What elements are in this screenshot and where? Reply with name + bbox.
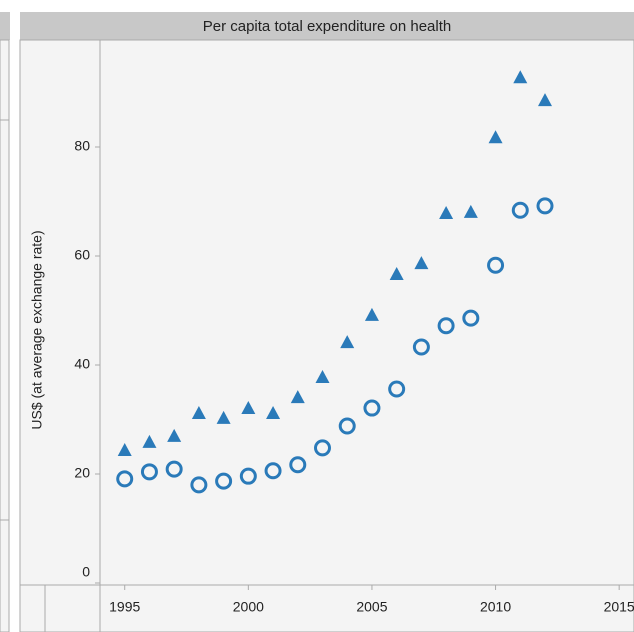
chart-title: Per capita total expenditure on health	[203, 18, 452, 35]
circle-point	[239, 467, 257, 485]
triangle-point	[488, 130, 503, 144]
triangle-point	[463, 204, 478, 218]
circle-point	[190, 476, 208, 494]
triangle-point	[414, 256, 429, 270]
triangle-point	[340, 335, 355, 349]
y-tick-label: 60	[74, 247, 90, 263]
circle-point	[165, 460, 183, 478]
side-panel	[0, 39, 10, 632]
triangle-point	[266, 405, 281, 419]
circle-point	[338, 417, 356, 435]
circle-point	[388, 380, 406, 398]
y-tick-label: 40	[74, 356, 90, 372]
triangle-point	[364, 307, 379, 321]
triangle-point	[241, 401, 256, 415]
circle-point	[140, 463, 158, 481]
circle-point	[264, 462, 282, 480]
circle-point	[487, 256, 505, 274]
triangle-point	[167, 428, 182, 442]
triangle-point	[389, 266, 404, 280]
circle-point	[536, 197, 554, 215]
title-bar	[20, 12, 634, 40]
circle-point	[363, 399, 381, 417]
triangle-point	[191, 405, 206, 419]
triangle-point	[290, 390, 305, 404]
triangle-point	[315, 369, 330, 383]
y-tick-label: 80	[74, 138, 90, 154]
triangle-point	[216, 410, 231, 424]
circle-point	[215, 472, 233, 490]
circle-point	[289, 456, 307, 474]
y-tick-label: 20	[74, 465, 90, 481]
y-tick-label: 0	[82, 564, 90, 580]
plot-panel	[19, 39, 634, 632]
x-tick-label: 2015	[604, 599, 634, 615]
x-tick-label: 2005	[356, 599, 387, 615]
triangle-point	[117, 443, 132, 457]
circle-point	[462, 309, 480, 327]
x-tick-label: 2010	[480, 599, 511, 615]
triangle-point	[439, 205, 454, 219]
circle-point	[511, 201, 529, 219]
circle-point	[437, 317, 455, 335]
x-tick-label: 1995	[109, 599, 140, 615]
triangle-point	[513, 70, 528, 84]
circle-point	[116, 470, 134, 488]
y-axis-label: US$ (at average exchange rate)	[29, 230, 45, 429]
side-panel-header	[0, 12, 10, 40]
circle-point	[412, 338, 430, 356]
triangle-point	[142, 434, 157, 448]
x-tick-label: 2000	[233, 599, 264, 615]
triangle-point	[538, 93, 552, 107]
circle-point	[314, 439, 331, 457]
